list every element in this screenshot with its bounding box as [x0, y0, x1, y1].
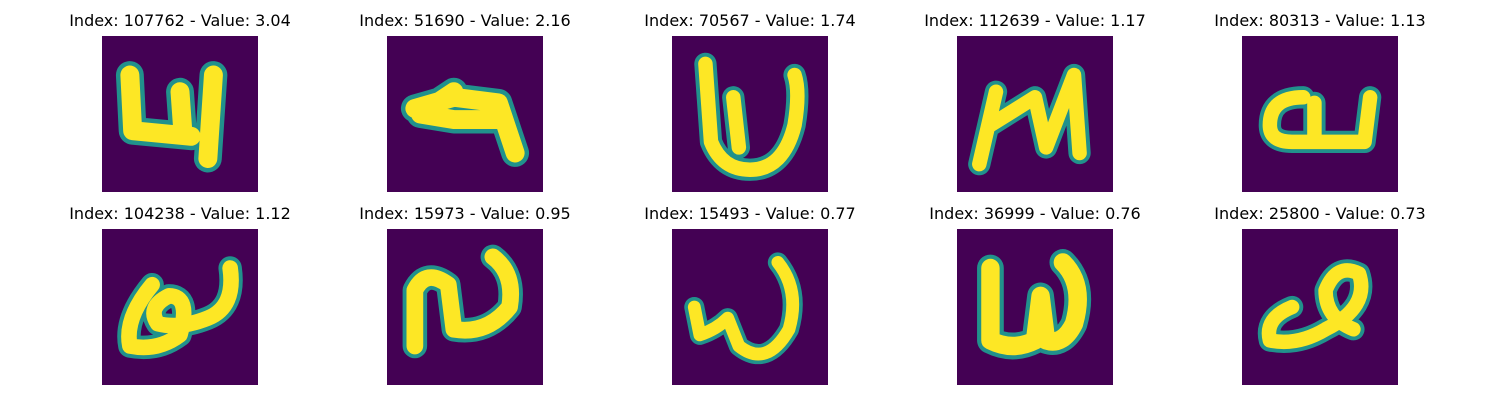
digit-image: [957, 36, 1113, 192]
panel-title: Index: 107762 - Value: 3.04: [69, 11, 291, 30]
digit-image: [672, 36, 828, 192]
digit-image: [1242, 36, 1398, 192]
panel-10: Index: 25800 - Value: 0.73: [1190, 205, 1450, 395]
panel-1: Index: 107762 - Value: 3.04: [50, 12, 310, 202]
digit-image: [102, 36, 258, 192]
panel-title: Index: 104238 - Value: 1.12: [69, 204, 291, 223]
panel-4: Index: 112639 - Value: 1.17: [905, 12, 1165, 202]
panel-2: Index: 51690 - Value: 2.16: [335, 12, 595, 202]
panel-title: Index: 112639 - Value: 1.17: [924, 11, 1146, 30]
panel-7: Index: 15973 - Value: 0.95: [335, 205, 595, 395]
digit-image: [387, 36, 543, 192]
panel-title: Index: 80313 - Value: 1.13: [1214, 11, 1426, 30]
panel-title: Index: 15493 - Value: 0.77: [644, 204, 856, 223]
panel-5: Index: 80313 - Value: 1.13: [1190, 12, 1450, 202]
panel-3: Index: 70567 - Value: 1.74: [620, 12, 880, 202]
digit-image: [102, 229, 258, 385]
panel-title: Index: 25800 - Value: 0.73: [1214, 204, 1426, 223]
digit-image: [1242, 229, 1398, 385]
panel-9: Index: 36999 - Value: 0.76: [905, 205, 1165, 395]
panel-title: Index: 15973 - Value: 0.95: [359, 204, 571, 223]
panel-title: Index: 70567 - Value: 1.74: [644, 11, 856, 30]
panel-title: Index: 51690 - Value: 2.16: [359, 11, 571, 30]
panel-6: Index: 104238 - Value: 1.12: [50, 205, 310, 395]
digit-image: [672, 229, 828, 385]
panel-title: Index: 36999 - Value: 0.76: [929, 204, 1141, 223]
digit-image: [387, 229, 543, 385]
panel-8: Index: 15493 - Value: 0.77: [620, 205, 880, 395]
digit-image: [957, 229, 1113, 385]
